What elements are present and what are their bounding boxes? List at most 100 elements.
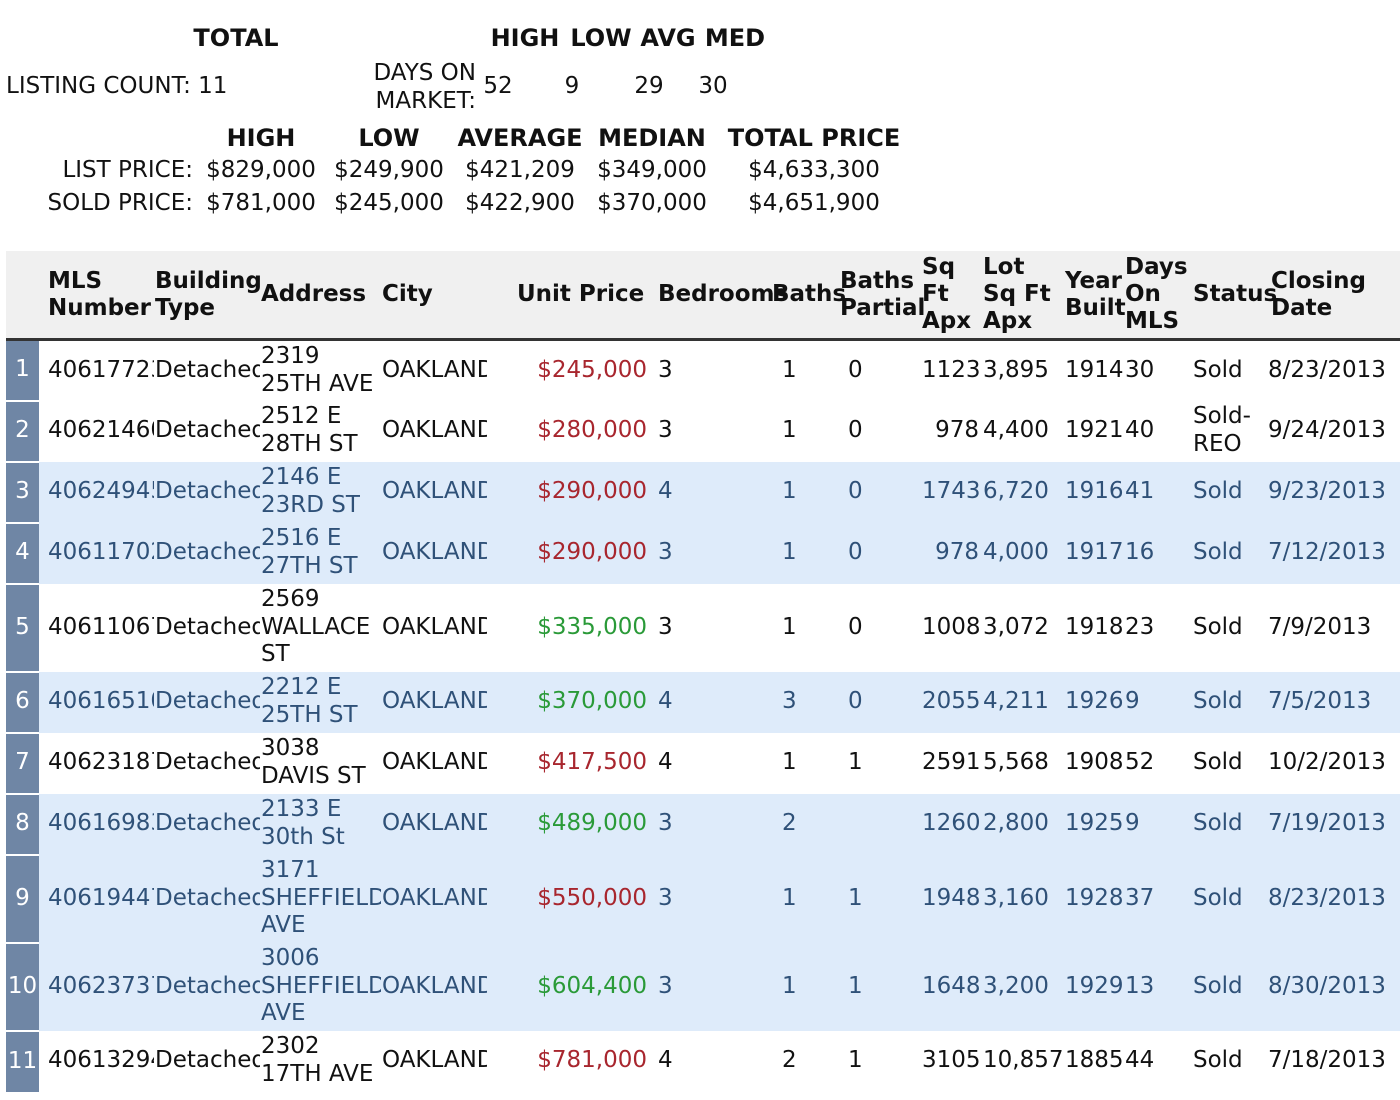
mls-number-cell[interactable]: 40621460: [48, 417, 154, 444]
year-built-cell: 1926: [1065, 688, 1124, 715]
table-row[interactable]: 8 40616983 Detached 2133 E 30th St OAKLAND $4…: [6, 792, 1400, 855]
column-header-status[interactable]: Status: [1186, 251, 1277, 341]
row-number-cell[interactable]: 3: [6, 460, 39, 523]
column-header-unit-price[interactable]: Unit Price: [487, 251, 653, 341]
sold-price-median: $370,000: [597, 190, 707, 216]
baths-cell: 1: [782, 613, 797, 640]
column-header-bedrooms[interactable]: Bedrooms: [653, 251, 788, 341]
address-cell: 3038 DAVIS ST: [261, 735, 366, 789]
table-row[interactable]: 2 40621460 Detached 2512 E 28TH ST OAKLAND $2…: [6, 399, 1400, 462]
dom-header-med: MED: [704, 24, 766, 52]
column-header-days-on-mls[interactable]: Days On MLS: [1124, 251, 1188, 341]
lot-sq-ft-cell: 4,211: [983, 688, 1049, 715]
baths-cell: 1: [782, 884, 797, 911]
sq-ft-cell: 2591: [922, 749, 981, 776]
row-number-cell[interactable]: 5: [6, 582, 39, 672]
address-cell: 2212 E 25TH ST: [261, 674, 358, 728]
row-number-cell[interactable]: 11: [6, 1029, 39, 1092]
price-header-total: TOTAL PRICE: [727, 124, 901, 152]
sq-ft-cell: 978: [935, 539, 979, 566]
lot-sq-ft-cell: 4,000: [983, 539, 1049, 566]
address-cell: 2302 17TH AVE: [261, 1033, 374, 1087]
building-type-cell: Detached: [155, 749, 260, 776]
column-header-building-type[interactable]: Building Type: [154, 251, 262, 341]
city-cell: OAKLAND: [382, 417, 487, 444]
days-on-mls-cell: 30: [1125, 356, 1155, 383]
dom-value-low: 9: [564, 73, 580, 99]
mls-number-cell[interactable]: 40619447: [48, 884, 154, 911]
city-cell: OAKLAND: [382, 539, 487, 566]
column-header-baths-partial[interactable]: Baths Partial: [839, 251, 925, 341]
days-on-mls-cell: 37: [1125, 884, 1155, 911]
unit-price-cell: $781,000: [537, 1047, 647, 1074]
row-number-cell[interactable]: 2: [6, 399, 39, 462]
sq-ft-cell: 1123: [922, 356, 981, 383]
table-row[interactable]: 5 40611067 Detached 2569 WALLACE ST OAKLAND $…: [6, 582, 1400, 672]
table-header-row: MLS Number Building Type Address City Un…: [6, 251, 1400, 341]
city-cell: OAKLAND: [382, 749, 487, 776]
baths-partial-cell: 0: [848, 613, 863, 640]
column-header-lot-sq-ft[interactable]: Lot Sq Ft Apx: [982, 251, 1064, 341]
column-header-baths[interactable]: Baths: [768, 251, 846, 341]
mls-number-cell[interactable]: 40623187: [48, 749, 154, 776]
city-cell: OAKLAND: [382, 356, 487, 383]
city-cell: OAKLAND: [382, 972, 487, 999]
days-on-market-label-line1: DAYS ON: [373, 60, 476, 86]
mls-number-cell[interactable]: 40623737: [48, 972, 154, 999]
row-number-cell[interactable]: 4: [6, 521, 39, 584]
baths-partial-cell: 1: [848, 1047, 863, 1074]
mls-number-cell[interactable]: 40611702: [48, 539, 154, 566]
year-built-cell: 1928: [1065, 884, 1124, 911]
mls-number-cell[interactable]: 40616983: [48, 810, 154, 837]
listing-count-label: LISTING COUNT:: [6, 73, 191, 99]
lot-sq-ft-cell: 10,857: [983, 1047, 1064, 1074]
sq-ft-cell: 1743: [922, 478, 981, 505]
column-header-year-built[interactable]: Year Built: [1064, 251, 1126, 341]
dom-value-high: 52: [483, 73, 513, 99]
days-on-mls-cell: 16: [1125, 539, 1155, 566]
unit-price-cell: $245,000: [537, 356, 647, 383]
mls-number-cell[interactable]: 40611067: [48, 613, 154, 640]
row-number-cell[interactable]: 7: [6, 731, 39, 794]
sq-ft-cell: 3105: [922, 1047, 981, 1074]
row-number-cell[interactable]: 1: [6, 338, 39, 401]
sold-price-low: $245,000: [334, 190, 444, 216]
table-row[interactable]: 10 40623737 Detached 3006 SHEFFIELD AVE OAKL…: [6, 941, 1400, 1031]
row-number-cell[interactable]: 9: [6, 853, 39, 943]
table-row[interactable]: 7 40623187 Detached 3038 DAVIS ST OAKLAND $41…: [6, 731, 1400, 794]
mls-number-cell[interactable]: 40624945: [48, 478, 154, 505]
address-cell: 2569 WALLACE ST: [261, 586, 371, 668]
baths-partial-cell: 0: [848, 356, 863, 383]
building-type-cell: Detached: [155, 417, 260, 444]
column-header-address[interactable]: Address: [260, 251, 381, 341]
table-row[interactable]: 9 40619447 Detached 3171 SHEFFIELD AVE OAKLA…: [6, 853, 1400, 943]
table-row[interactable]: 3 40624945 Detached 2146 E 23RD ST OAKLAND $2…: [6, 460, 1400, 523]
row-number-cell[interactable]: 8: [6, 792, 39, 855]
row-number-cell[interactable]: 10: [6, 941, 39, 1031]
table-row[interactable]: 11 40613294 Detached 2302 17TH AVE OAKLAND $7…: [6, 1029, 1400, 1092]
sold-price-total: $4,651,900: [748, 190, 880, 216]
dom-header-avg: AVG: [640, 24, 696, 52]
mls-number-cell[interactable]: 40616510: [48, 688, 154, 715]
building-type-cell: Detached: [155, 478, 260, 505]
sq-ft-cell: 1260: [922, 810, 981, 837]
table-row[interactable]: 6 40616510 Detached 2212 E 25TH ST OAKLAND $3…: [6, 670, 1400, 733]
status-cell: Sold: [1193, 810, 1243, 837]
mls-number-cell[interactable]: 40617723: [48, 356, 154, 383]
row-number-cell[interactable]: 6: [6, 670, 39, 733]
year-built-cell: 1921: [1065, 417, 1124, 444]
city-cell: OAKLAND: [382, 884, 487, 911]
mls-number-cell[interactable]: 40613294: [48, 1047, 154, 1074]
days-on-market-label: DAYS ON MARKET:: [370, 59, 476, 115]
column-header-sq-ft[interactable]: Sq Ft Apx: [921, 251, 982, 341]
bedrooms-cell: 3: [658, 810, 673, 837]
table-row[interactable]: 1 40617723 Detached 2319 25TH AVE OAKLAND $24…: [6, 338, 1400, 401]
bedrooms-cell: 3: [658, 539, 673, 566]
lot-sq-ft-cell: 5,568: [983, 749, 1049, 776]
table-row[interactable]: 4 40611702 Detached 2516 E 27TH ST OAKLAND $2…: [6, 521, 1400, 584]
sold-price-average: $422,900: [465, 190, 575, 216]
address-cell: 2512 E 28TH ST: [261, 403, 358, 457]
column-header-mls-number[interactable]: MLS Number: [39, 251, 154, 341]
column-header-closing-date[interactable]: Closing Date: [1267, 251, 1400, 341]
column-header-city[interactable]: City: [381, 251, 487, 341]
